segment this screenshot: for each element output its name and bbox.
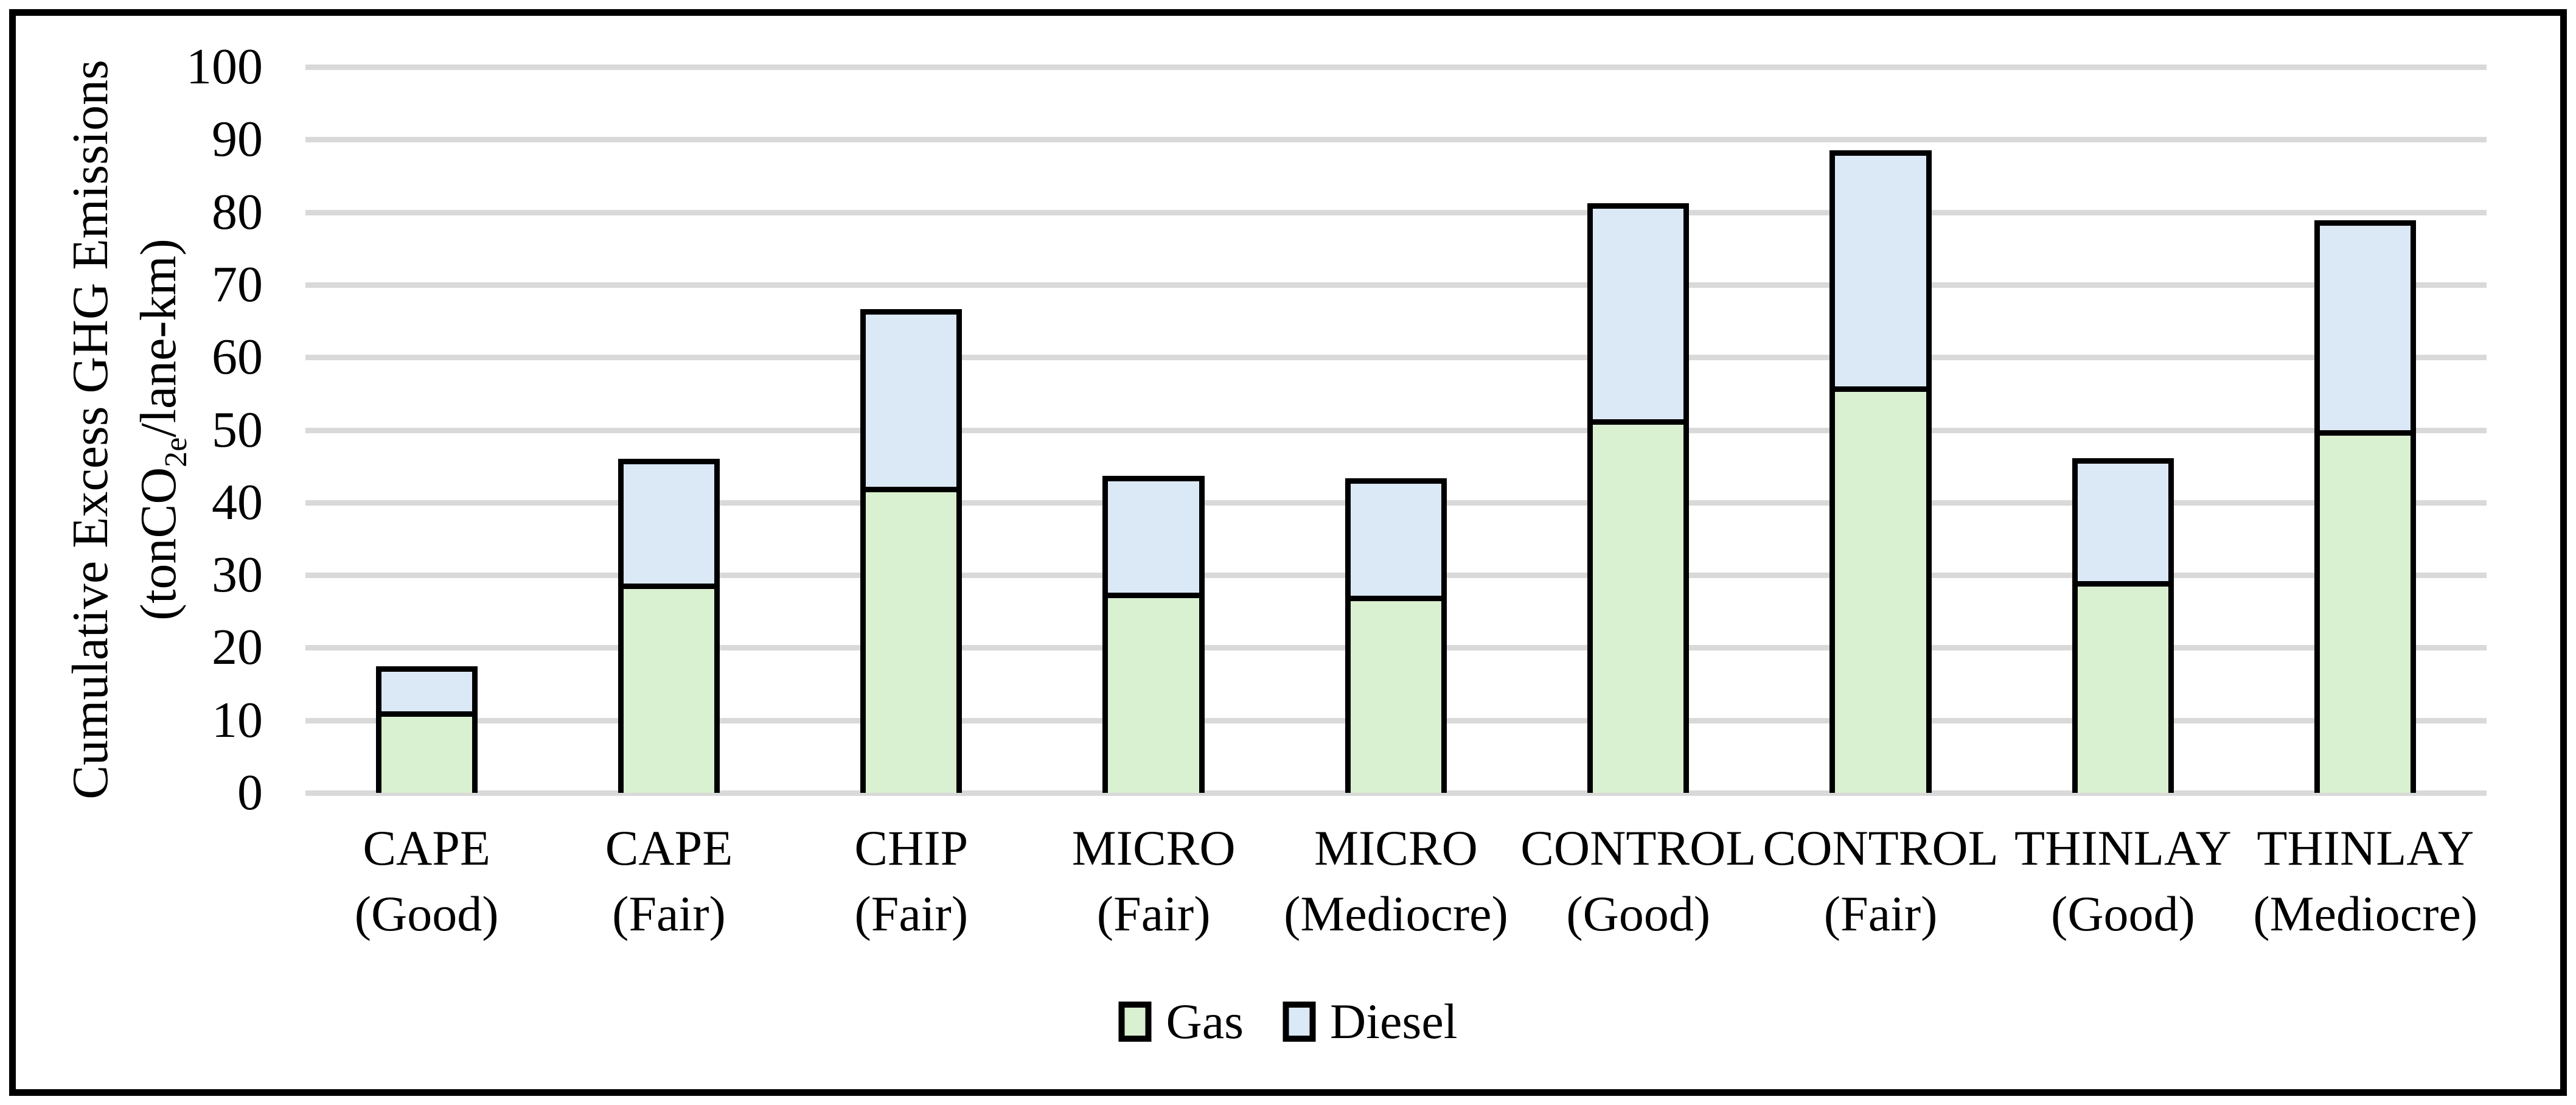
bar-segment-diesel	[2072, 458, 2174, 581]
legend: Gas Diesel	[1118, 994, 1458, 1049]
x-axis-label-condition: (Mediocre)	[2253, 886, 2478, 941]
x-axis-label-name: MICRO	[1071, 820, 1236, 876]
y-tick-label: 100	[186, 38, 263, 95]
bar-slot	[1032, 67, 1275, 793]
bar-segment-gas	[618, 584, 720, 793]
y-tick-label: 90	[212, 111, 263, 168]
stacked-bar	[1102, 475, 1205, 793]
bar-segment-gas	[860, 486, 963, 793]
x-axis-label-name: THINLAY	[2014, 820, 2232, 876]
bar-segment-gas	[1829, 386, 1932, 793]
plot-area	[305, 64, 2487, 796]
bars-container	[305, 67, 2487, 793]
bar-segment-gas	[1102, 592, 1205, 793]
legend-label: Gas	[1166, 994, 1244, 1049]
x-axis-label-condition: (Fair)	[1096, 886, 1211, 941]
x-axis-label-condition: (Good)	[2051, 886, 2195, 941]
gridline	[305, 64, 2487, 70]
x-axis-label-name: CONTROL	[1520, 820, 1756, 876]
x-axis-label-condition: (Fair)	[854, 886, 969, 941]
x-axis-label-condition: (Mediocre)	[1284, 886, 1508, 941]
gridline	[305, 282, 2487, 288]
bar-slot	[2002, 67, 2244, 793]
x-axis-label-condition: (Fair)	[1823, 886, 1938, 941]
y-tick-label: 20	[212, 619, 263, 676]
x-axis-label: CONTROL (Fair)	[1760, 815, 2002, 947]
gridline	[305, 427, 2487, 433]
stacked-bar	[1345, 478, 1447, 793]
stacked-bar	[1587, 203, 1690, 793]
x-axis-label-name: MICRO	[1314, 820, 1478, 876]
y-axis-tick-labels: 0 10 20 30 40 50 60 70 80 90 100	[0, 38, 263, 821]
x-axis-label: THINLAY (Mediocre)	[2244, 815, 2487, 947]
bar-segment-diesel	[1587, 203, 1690, 419]
x-axis-label-name: CHIP	[854, 820, 969, 876]
x-axis-label: CAPE (Fair)	[548, 815, 790, 947]
bar-segment-diesel	[1829, 150, 1932, 386]
bar-slot	[790, 67, 1032, 793]
stacked-bar	[375, 666, 478, 793]
y-tick-label: 70	[212, 256, 263, 313]
bar-segment-diesel	[375, 666, 478, 712]
bar-slot	[305, 67, 548, 793]
x-axis-label: CAPE (Good)	[305, 815, 548, 947]
x-axis-label: MICRO (Fair)	[1032, 815, 1275, 947]
bar-segment-diesel	[860, 309, 963, 487]
y-tick-label: 60	[212, 329, 263, 386]
x-axis-label: CONTROL (Good)	[1517, 815, 1760, 947]
x-axis-label-condition: (Fair)	[612, 886, 726, 941]
stacked-bar	[1829, 150, 1932, 793]
y-tick-label: 30	[212, 546, 263, 604]
chart-border-frame	[9, 9, 2567, 1096]
gridline	[305, 137, 2487, 143]
x-axis-labels: CAPE (Good) CAPE (Fair) CHIP (Fair) MICRO (Fair…	[305, 815, 2487, 947]
bar-slot	[548, 67, 790, 793]
bar-segment-gas	[375, 711, 478, 793]
y-tick-label: 0	[237, 764, 263, 821]
stacked-bar	[618, 459, 720, 793]
x-axis-label-name: CAPE	[605, 820, 733, 876]
bar-slot	[1760, 67, 2002, 793]
bar-slot	[1517, 67, 1760, 793]
y-tick-label: 80	[212, 183, 263, 240]
y-tick-label: 50	[212, 401, 263, 458]
bar-slot	[1275, 67, 1517, 793]
bar-segment-gas	[2072, 580, 2174, 793]
x-axis-label-condition: (Good)	[354, 886, 499, 941]
bar-segment-diesel	[618, 459, 720, 584]
bar-segment-gas	[1345, 595, 1447, 793]
x-axis-label-condition: (Good)	[1566, 886, 1711, 941]
x-axis-label: CHIP (Fair)	[790, 815, 1032, 947]
x-axis-label: THINLAY (Good)	[2002, 815, 2244, 947]
legend-label: Diesel	[1330, 994, 1458, 1049]
legend-item-diesel: Diesel	[1283, 994, 1458, 1049]
bar-segment-gas	[2314, 430, 2417, 793]
y-tick-label: 10	[212, 691, 263, 748]
bar-segment-diesel	[1345, 478, 1447, 596]
stacked-bar	[860, 309, 963, 793]
stacked-bar	[2314, 220, 2417, 793]
x-axis-label: MICRO (Mediocre)	[1275, 815, 1517, 947]
y-tick-label: 40	[212, 473, 263, 531]
bar-segment-diesel	[2314, 220, 2417, 430]
x-axis-label-name: CONTROL	[1763, 820, 1999, 876]
stacked-bar	[2072, 458, 2174, 793]
x-axis-label-name: THINLAY	[2257, 820, 2474, 876]
bar-slot	[2244, 67, 2487, 793]
bar-segment-diesel	[1102, 475, 1205, 593]
gridline	[305, 209, 2487, 215]
legend-swatch-diesel	[1283, 1002, 1316, 1042]
legend-item-gas: Gas	[1118, 997, 1244, 1047]
legend-swatch-gas	[1118, 1002, 1152, 1042]
gridline	[305, 355, 2487, 361]
x-axis-label-name: CAPE	[363, 820, 490, 876]
bar-segment-gas	[1587, 419, 1690, 793]
gridline	[305, 790, 2487, 796]
